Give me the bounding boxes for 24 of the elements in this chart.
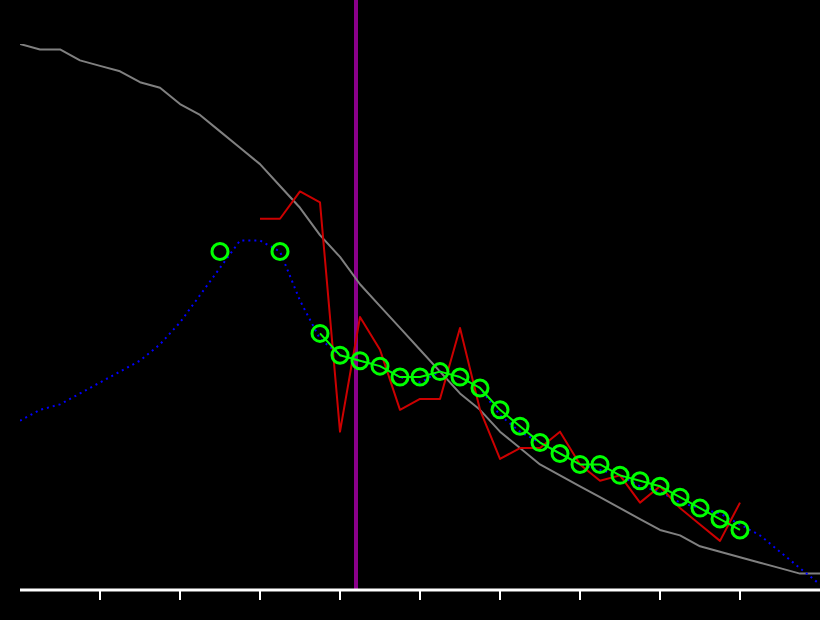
point: [430, 362, 450, 382]
point: [470, 378, 490, 398]
point: [210, 241, 230, 261]
point: [710, 509, 730, 529]
point: [570, 454, 590, 474]
point: [310, 323, 330, 343]
point: [270, 241, 290, 261]
point: [650, 476, 670, 496]
point: [390, 367, 410, 387]
point: [630, 471, 650, 491]
point: [410, 367, 430, 387]
point: [610, 465, 630, 485]
point: [670, 487, 690, 507]
point: [450, 367, 470, 387]
point: [590, 454, 610, 474]
point: [510, 416, 530, 436]
point: [730, 520, 750, 540]
point: [330, 345, 350, 365]
point: [350, 351, 370, 371]
point: [690, 498, 710, 518]
point: [370, 356, 390, 376]
point: [550, 444, 570, 463]
point: [530, 433, 550, 453]
point: [490, 400, 510, 420]
